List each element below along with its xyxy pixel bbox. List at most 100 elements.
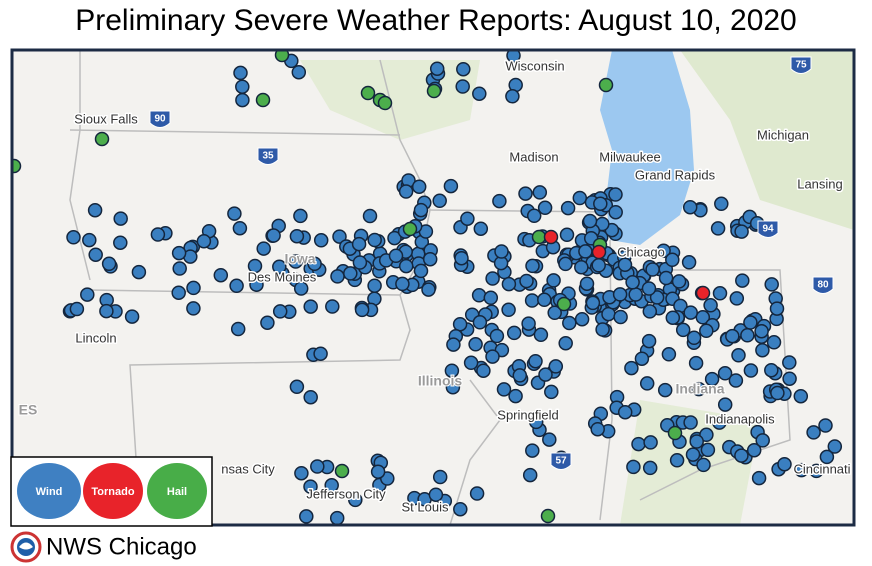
wind-report — [413, 202, 429, 218]
wind-report — [446, 337, 461, 352]
wind-report — [472, 86, 487, 101]
wind-report — [683, 415, 698, 430]
wind-report — [307, 256, 322, 272]
wind-report — [645, 262, 660, 277]
wind-report — [612, 287, 628, 302]
wind-report — [691, 381, 707, 397]
wind-report — [704, 371, 720, 387]
wind-report — [819, 449, 835, 465]
place-label: Illinois — [418, 373, 463, 389]
wind-report — [272, 304, 288, 319]
place-label: Lincoln — [75, 330, 116, 345]
wind-report — [325, 299, 340, 314]
wind-report — [533, 327, 549, 343]
hail-report — [556, 296, 572, 312]
wind-report — [764, 362, 779, 378]
wind-report — [665, 252, 680, 268]
wind-report — [754, 323, 769, 339]
reports — [12, 50, 843, 525]
wind-report — [641, 281, 657, 296]
wind-report — [324, 478, 339, 493]
place-label: nsas City — [221, 461, 275, 476]
wind-report — [777, 456, 792, 472]
wind-report — [351, 236, 367, 252]
map: Wisconsin Sioux Falls Madison Milwaukee Gran… — [12, 50, 854, 525]
wind-report — [743, 363, 759, 378]
wind-report — [230, 321, 246, 337]
wind-report — [501, 302, 516, 318]
wind-report — [682, 199, 698, 215]
wind-report — [734, 448, 749, 463]
wind-report — [496, 382, 512, 397]
wind-report — [348, 492, 363, 508]
wind-report — [574, 259, 589, 275]
wind-report — [249, 277, 264, 292]
place-label: Grand Rapids — [635, 167, 716, 182]
wind-report — [688, 355, 704, 371]
wind-report — [313, 346, 328, 361]
wind-report — [186, 301, 201, 316]
wind-report — [626, 459, 641, 475]
wind-report — [579, 276, 595, 291]
hail-report — [402, 221, 418, 237]
place-label: Iowa — [284, 251, 315, 267]
wind-report — [483, 290, 499, 306]
footer-text: NWS Chicago — [46, 533, 197, 560]
wind-report — [432, 469, 448, 485]
wind-report — [764, 277, 779, 292]
state-borders — [69, 50, 791, 525]
wind-report — [548, 359, 564, 374]
map-frame — [10, 48, 856, 527]
wind-report — [735, 273, 750, 288]
wind-report — [398, 258, 414, 274]
highway-number: 80 — [817, 280, 829, 291]
wind-report — [770, 385, 785, 401]
legend: Wind Tornado Hail — [10, 456, 213, 527]
wind-report — [113, 211, 128, 226]
wind-report — [227, 206, 242, 221]
wind-report — [303, 389, 318, 405]
wind-report — [639, 376, 655, 391]
place-label: Madison — [509, 149, 558, 164]
place-label: Jefferson City — [306, 486, 386, 501]
wind-report — [658, 270, 674, 286]
wind-report — [229, 278, 244, 294]
wind-report — [213, 267, 229, 283]
wind-report — [266, 228, 281, 243]
wind-report — [387, 230, 402, 246]
lake-michigan — [600, 50, 694, 245]
wind-report — [685, 447, 701, 462]
legend-wind-swatch — [17, 463, 81, 519]
title: Preliminary Severe Weather Reports: Augu… — [75, 4, 797, 37]
wind-report — [313, 233, 329, 248]
hail-report — [377, 95, 393, 111]
hail-report — [94, 131, 110, 147]
wind-report — [293, 281, 309, 296]
wind-report — [501, 276, 517, 292]
wind-report — [746, 442, 762, 458]
wind-report — [291, 64, 307, 80]
wind-report — [766, 335, 782, 350]
place-label: Wisconsin — [505, 58, 564, 73]
wind-report — [411, 179, 427, 194]
wind-report — [725, 328, 740, 344]
wind-report — [362, 208, 378, 224]
wind-report — [544, 384, 559, 400]
wind-report — [578, 244, 593, 259]
wind-report — [712, 415, 727, 430]
wind-report — [608, 187, 623, 202]
wind-report — [525, 443, 540, 458]
wind-report — [247, 258, 263, 274]
wind-report — [272, 259, 287, 275]
wind-report — [485, 349, 500, 364]
wind-report — [508, 388, 523, 404]
highway-shield — [757, 220, 779, 238]
highway-number: 94 — [762, 224, 774, 235]
legend-tornado-swatch — [83, 463, 143, 519]
wind-report — [87, 202, 103, 218]
wind-report — [528, 414, 544, 430]
wind-report — [525, 258, 540, 274]
place-label: Indianapolis — [705, 411, 775, 426]
wind-report — [625, 275, 640, 290]
